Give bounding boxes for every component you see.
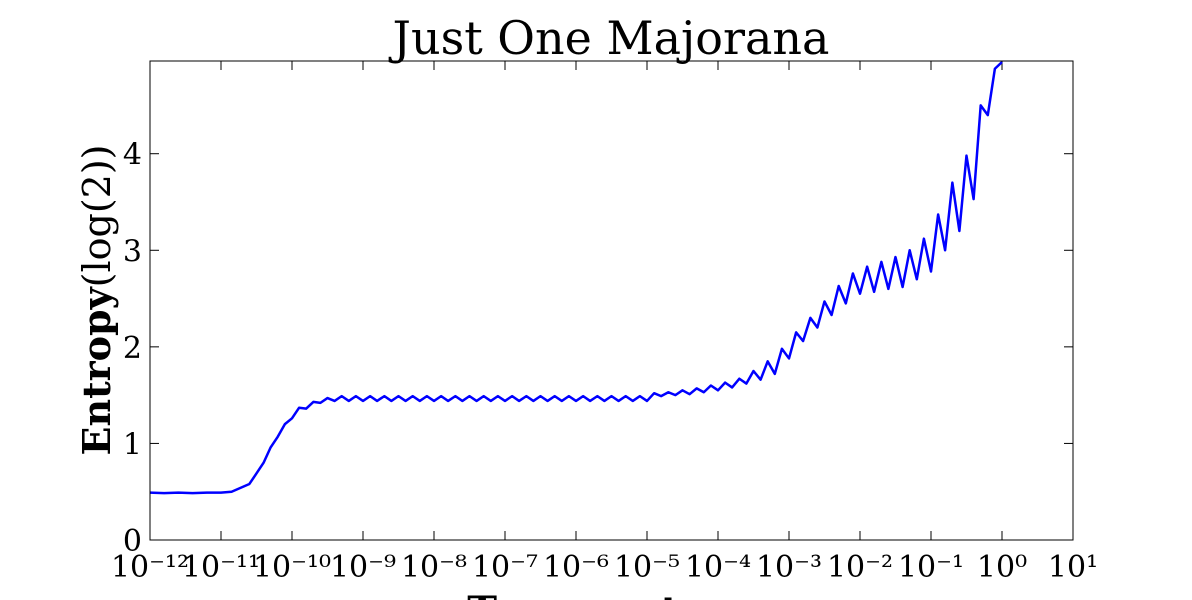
x-tick-label: 10⁻³ — [756, 550, 822, 585]
x-tick-label: 10⁻⁷ — [472, 550, 538, 585]
plot-frame — [149, 60, 1074, 541]
x-tick-label: 10⁻⁸ — [401, 550, 467, 585]
y-axis-label-unit: (log(2)) — [75, 144, 119, 287]
y-tick-label: 1 — [123, 427, 142, 462]
x-tick-label: 10⁻¹¹ — [182, 550, 260, 585]
y-tick-label: 2 — [123, 331, 142, 366]
x-axis-label: Temperature — [467, 588, 754, 600]
x-tick-label: 10⁻⁶ — [543, 550, 609, 585]
x-tick-label: 10⁻¹² — [111, 550, 189, 585]
x-tick-label: 10⁻⁹ — [330, 550, 396, 585]
x-tick-label: 10¹ — [1048, 550, 1098, 585]
y-tick-label: 4 — [123, 138, 142, 173]
y-axis-label: Entropy(log(2)) — [74, 144, 119, 455]
x-tick-label: 10⁻¹ — [898, 550, 964, 585]
y-tick-label: 3 — [123, 234, 142, 269]
y-tick-label: 0 — [123, 524, 142, 559]
x-tick-label: 10⁻¹⁰ — [253, 550, 331, 585]
data-line — [150, 61, 1003, 495]
x-tick-label: 10⁰ — [977, 550, 1027, 585]
x-tick-label: 10⁻⁴ — [685, 550, 751, 585]
chart-title: Just One Majorana — [389, 11, 830, 65]
x-tick-label: 10⁻² — [827, 550, 893, 585]
x-tick-label: 10⁻⁵ — [614, 550, 680, 585]
y-axis-label-bold: Entropy — [74, 286, 119, 455]
